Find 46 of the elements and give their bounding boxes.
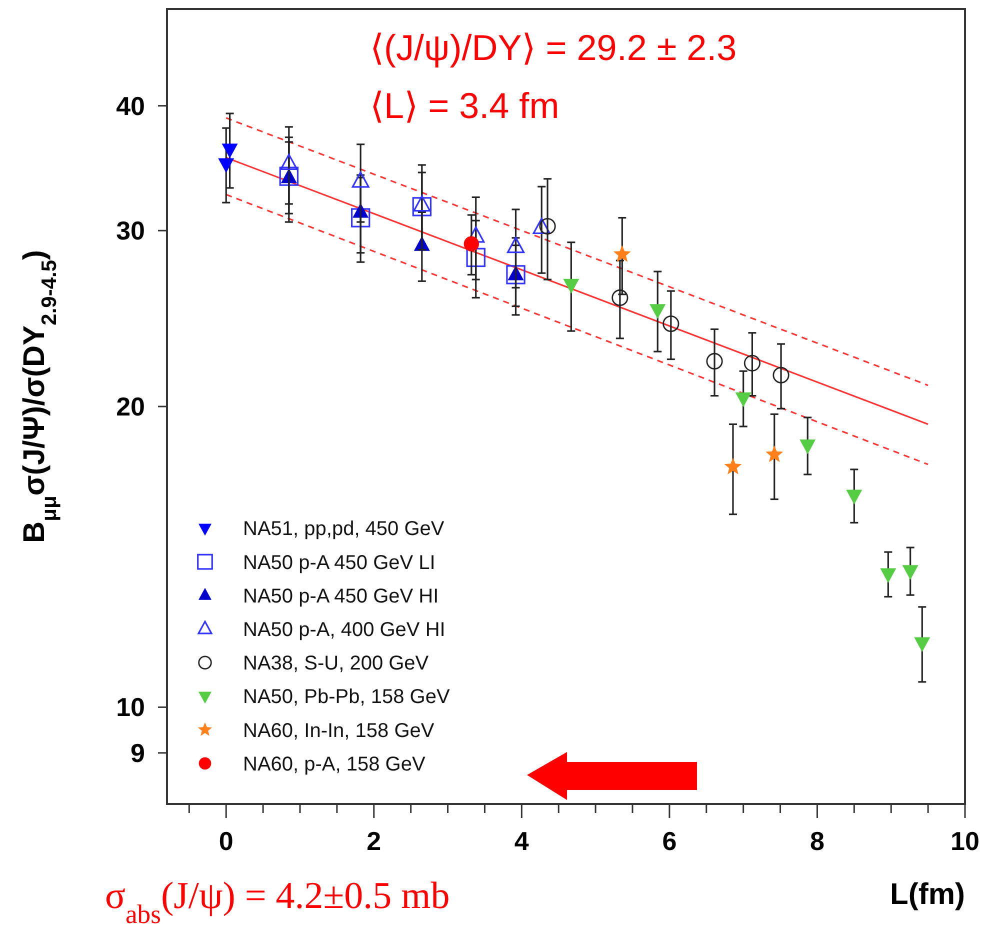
point <box>735 392 752 408</box>
point <box>350 208 370 228</box>
point <box>706 352 723 370</box>
point <box>352 171 370 188</box>
annotation: ⟨(J/ψ)/DY⟩ = 29.2 ± 2.3 <box>370 27 737 68</box>
point <box>744 354 760 372</box>
point <box>280 154 298 170</box>
legend-label: NA50 p-A 450 GeV LI <box>243 552 436 574</box>
y-tick-label: 20 <box>116 392 145 422</box>
x-tick-label: 10 <box>950 826 980 856</box>
legend-label: NA60, In-In, 158 GeV <box>243 720 435 742</box>
legend-label: NA50 p-A 450 GeV HI <box>243 585 439 608</box>
point <box>612 289 628 306</box>
point <box>412 197 432 216</box>
point <box>662 316 680 332</box>
point <box>613 245 631 262</box>
legend-label: NA50 p-A, 400 GeV HI <box>243 619 446 641</box>
point <box>413 195 431 212</box>
point <box>532 218 550 234</box>
x-tick-label: 4 <box>514 826 530 856</box>
legend-label: NA50, Pb-Pb, 158 GeV <box>243 686 450 708</box>
point <box>506 265 526 284</box>
y-tick-label: 30 <box>116 216 145 246</box>
point <box>466 248 486 268</box>
y-tick-label: 40 <box>116 90 145 121</box>
annotation: ⟨L⟩ = 3.4 fm <box>370 85 560 126</box>
point <box>846 490 862 504</box>
legend-label: NA38, S-U, 200 GeV <box>243 652 430 675</box>
x-tick-label: 8 <box>810 826 824 856</box>
point <box>464 236 480 252</box>
legend-label: NA60, p-A, 158 GeV <box>243 753 426 776</box>
point <box>880 568 896 584</box>
text: σ$_{abs}$(J/ψ) = 4.2±0.5 mb <box>105 875 450 929</box>
point <box>539 218 556 235</box>
y-tick-label: 10 <box>116 692 145 722</box>
point <box>506 236 525 254</box>
point <box>914 637 930 652</box>
x-axis-title: L(fm) <box>890 878 965 911</box>
x-tick-label: 0 <box>218 826 234 856</box>
legend-label: NA51, pp,pd, 450 GeV <box>243 518 445 540</box>
x-tick-label: 2 <box>366 826 382 856</box>
x-tick-label: 6 <box>662 826 677 856</box>
point <box>800 440 816 454</box>
point <box>772 366 790 384</box>
y-tick-label: 9 <box>130 738 145 768</box>
point <box>902 565 918 580</box>
